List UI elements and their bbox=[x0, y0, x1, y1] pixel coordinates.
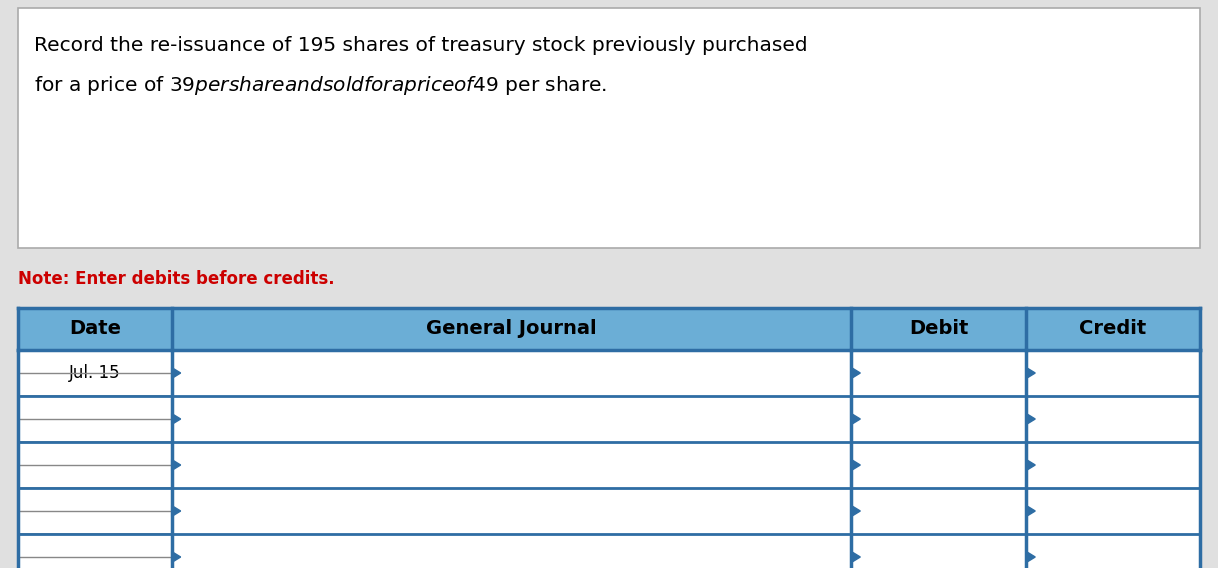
Polygon shape bbox=[851, 414, 860, 424]
Bar bbox=[851, 308, 1027, 350]
Bar bbox=[1027, 396, 1200, 442]
Polygon shape bbox=[172, 506, 180, 516]
Text: Debit: Debit bbox=[909, 319, 968, 339]
Text: Jul. 15: Jul. 15 bbox=[69, 364, 121, 382]
Polygon shape bbox=[1027, 552, 1035, 562]
Bar bbox=[172, 442, 851, 488]
Polygon shape bbox=[851, 460, 860, 470]
Bar bbox=[1027, 488, 1200, 534]
Bar bbox=[172, 350, 851, 396]
Bar bbox=[18, 308, 172, 350]
Polygon shape bbox=[851, 367, 860, 378]
Text: General Journal: General Journal bbox=[426, 319, 597, 339]
Bar bbox=[172, 488, 851, 534]
Bar bbox=[851, 488, 1027, 534]
Bar bbox=[18, 442, 172, 488]
Bar bbox=[851, 442, 1027, 488]
Polygon shape bbox=[851, 506, 860, 516]
Polygon shape bbox=[1027, 506, 1035, 516]
Text: for a price of $39 per share and sold for a price of $49 per share.: for a price of $39 per share and sold fo… bbox=[34, 74, 607, 97]
Polygon shape bbox=[1027, 367, 1035, 378]
Bar bbox=[1027, 350, 1200, 396]
Bar bbox=[18, 534, 172, 568]
Bar bbox=[18, 8, 1200, 248]
Polygon shape bbox=[851, 552, 860, 562]
Polygon shape bbox=[1027, 460, 1035, 470]
Bar bbox=[18, 350, 172, 396]
Polygon shape bbox=[1027, 414, 1035, 424]
Bar bbox=[172, 534, 851, 568]
Text: Note: Enter debits before credits.: Note: Enter debits before credits. bbox=[18, 270, 335, 288]
Bar bbox=[851, 396, 1027, 442]
Text: Record the re-issuance of 195 shares of treasury stock previously purchased: Record the re-issuance of 195 shares of … bbox=[34, 36, 808, 55]
Bar bbox=[172, 396, 851, 442]
Bar bbox=[1027, 534, 1200, 568]
Text: Credit: Credit bbox=[1079, 319, 1147, 339]
Polygon shape bbox=[172, 460, 180, 470]
Polygon shape bbox=[172, 552, 180, 562]
Text: Date: Date bbox=[69, 319, 121, 339]
Bar bbox=[172, 308, 851, 350]
Bar bbox=[1027, 442, 1200, 488]
Polygon shape bbox=[172, 414, 180, 424]
Bar bbox=[18, 396, 172, 442]
Bar bbox=[1027, 308, 1200, 350]
Bar bbox=[18, 488, 172, 534]
Bar bbox=[851, 350, 1027, 396]
Polygon shape bbox=[172, 367, 180, 378]
Bar bbox=[851, 534, 1027, 568]
